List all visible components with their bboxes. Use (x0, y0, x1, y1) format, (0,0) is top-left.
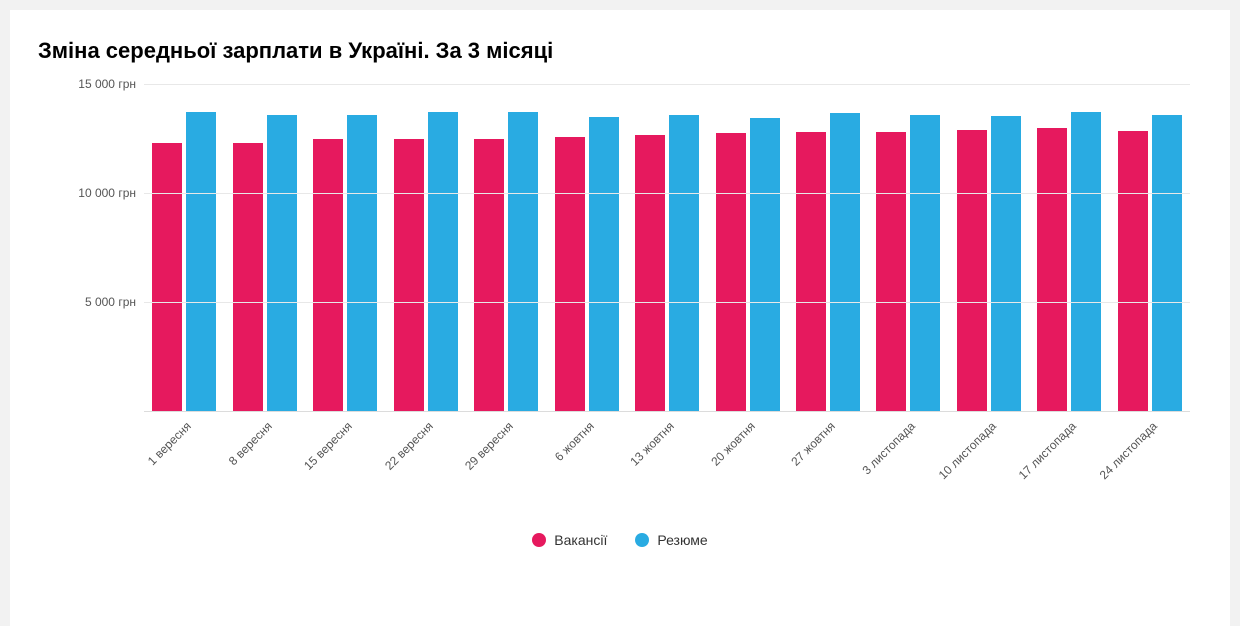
bar (589, 117, 619, 411)
bar (635, 135, 665, 411)
legend-label: Вакансії (554, 532, 607, 548)
y-axis-label: 15 000 грн (40, 77, 136, 91)
bar-group: 1 вересня (144, 84, 224, 411)
bar (313, 139, 343, 412)
legend: Вакансії Резюме (34, 532, 1206, 552)
x-axis-label: 8 вересня (226, 419, 275, 468)
bar (555, 137, 585, 411)
bar (1118, 131, 1148, 411)
gridline (144, 302, 1190, 303)
legend-swatch (532, 533, 546, 547)
bar-group: 8 вересня (224, 84, 304, 411)
bar (957, 130, 987, 411)
bar (750, 118, 780, 411)
y-axis-label: 5 000 грн (40, 295, 136, 309)
bar-group: 10 листопада (949, 84, 1029, 411)
bar (1071, 112, 1101, 411)
x-axis-label: 6 жовтня (552, 419, 597, 464)
x-axis-label: 13 жовтня (627, 419, 677, 469)
gridline (144, 84, 1190, 85)
x-axis-label: 17 листопада (1016, 419, 1079, 482)
gridline (144, 193, 1190, 194)
plot-area: 1 вересня8 вересня15 вересня22 вересня29… (144, 84, 1190, 412)
bar (267, 115, 297, 411)
bars-row: 1 вересня8 вересня15 вересня22 вересня29… (144, 84, 1190, 411)
x-axis-label: 15 вересня (301, 419, 355, 473)
chart-card: Зміна середньої зарплати в Україні. За 3… (10, 10, 1230, 626)
bar (1152, 115, 1182, 411)
x-axis-label: 10 листопада (936, 419, 999, 482)
bar-group: 13 жовтня (627, 84, 707, 411)
bar-group: 22 вересня (385, 84, 465, 411)
legend-item: Вакансії (532, 532, 607, 548)
bar (508, 112, 538, 411)
bar (347, 115, 377, 411)
bar-group: 29 вересня (466, 84, 546, 411)
legend-swatch (635, 533, 649, 547)
x-axis-label: 24 листопада (1097, 419, 1160, 482)
y-axis-label: 10 000 грн (40, 186, 136, 200)
x-axis-label: 27 жовтня (788, 419, 838, 469)
bar (910, 115, 940, 411)
bar (991, 116, 1021, 411)
x-axis-label: 22 вересня (382, 419, 436, 473)
bar-group: 24 листопада (1110, 84, 1190, 411)
bar (394, 139, 424, 412)
bar (186, 112, 216, 411)
chart-area: 1 вересня8 вересня15 вересня22 вересня29… (34, 84, 1206, 524)
bar (716, 133, 746, 411)
legend-label: Резюме (657, 532, 707, 548)
legend-item: Резюме (635, 532, 707, 548)
bar (830, 113, 860, 411)
x-axis-label: 20 жовтня (708, 419, 758, 469)
bar-group: 17 листопада (1029, 84, 1109, 411)
chart-title: Зміна середньої зарплати в Україні. За 3… (38, 38, 1206, 64)
bar-group: 20 жовтня (707, 84, 787, 411)
bar (1037, 128, 1067, 411)
x-axis-label: 3 листопада (860, 419, 918, 477)
x-axis-label: 1 вересня (145, 419, 194, 468)
bar-group: 6 жовтня (546, 84, 626, 411)
bar-group: 27 жовтня (788, 84, 868, 411)
bar (876, 132, 906, 411)
bar (428, 112, 458, 411)
x-axis-label: 29 вересня (462, 419, 516, 473)
bar (669, 115, 699, 411)
bar (796, 132, 826, 411)
bar (233, 143, 263, 411)
bar (152, 143, 182, 411)
bar (474, 139, 504, 412)
bar-group: 15 вересня (305, 84, 385, 411)
bar-group: 3 листопада (868, 84, 948, 411)
